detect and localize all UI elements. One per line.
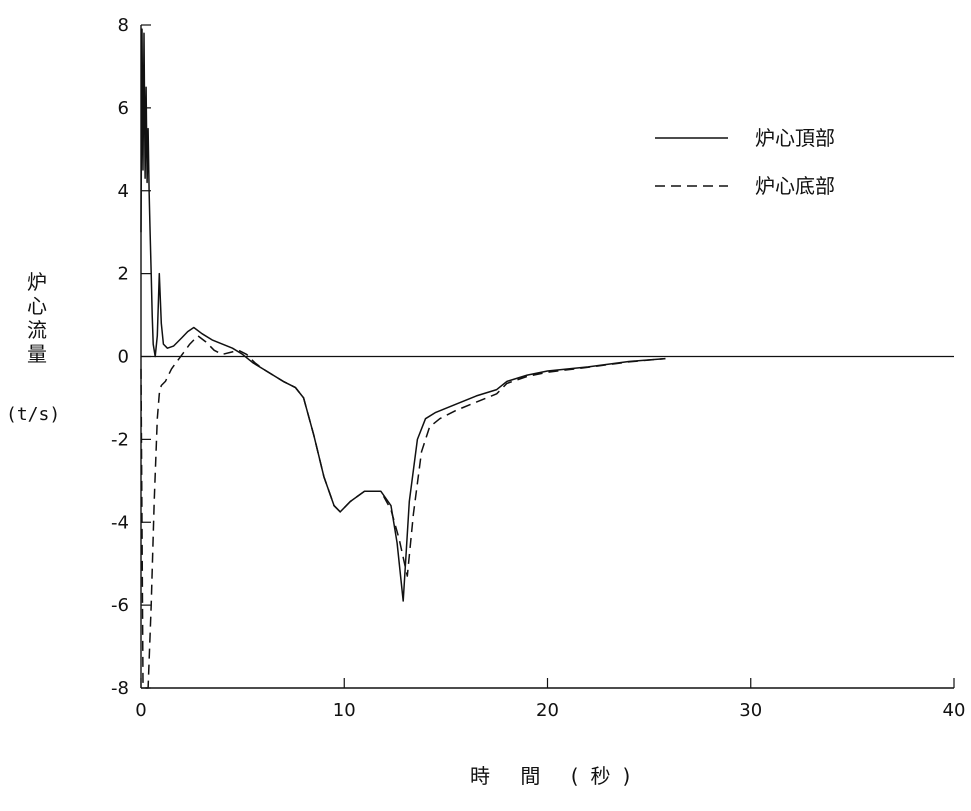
x-tick-label: 30: [739, 700, 762, 721]
y-axis-unit: (t/s): [6, 404, 61, 425]
y-tick-label: 8: [118, 15, 129, 36]
x-tick-label: 10: [333, 700, 356, 721]
y-tick-label: 6: [118, 98, 129, 119]
legend-label-2: 炉心底部: [755, 174, 835, 198]
axes: [140, 25, 954, 689]
x-axis-label: 時 間 (秒): [470, 764, 643, 788]
y-tick-label: -6: [111, 595, 129, 616]
y-tick-label: -2: [111, 429, 129, 450]
x-tick-label: 20: [536, 700, 559, 721]
x-tick-label: 0: [135, 700, 146, 721]
series-group: [140, 28, 666, 689]
series-line-2: [140, 335, 666, 689]
y-tick-label: -4: [111, 512, 129, 533]
legend-label-1: 炉心頂部: [755, 126, 835, 150]
series-line-1: [140, 28, 666, 602]
x-tick-label: 40: [943, 700, 966, 721]
y-tick-label: 4: [118, 181, 129, 202]
y-tick-label: 0: [118, 347, 129, 368]
y-tick-label: 2: [118, 264, 129, 285]
y-axis-label: 炉心流量: [27, 270, 47, 366]
y-tick-label: -8: [111, 678, 129, 699]
